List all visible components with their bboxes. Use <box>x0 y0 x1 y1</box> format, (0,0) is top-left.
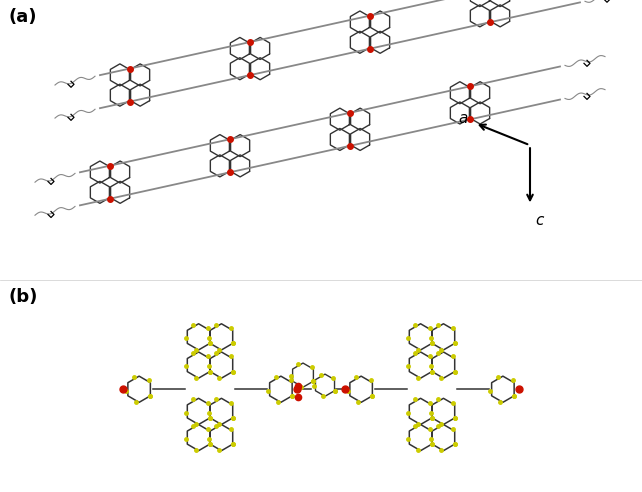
Polygon shape <box>187 352 210 378</box>
Polygon shape <box>492 376 514 402</box>
Polygon shape <box>410 399 432 425</box>
Polygon shape <box>187 399 210 425</box>
Polygon shape <box>128 376 150 402</box>
Polygon shape <box>432 324 455 350</box>
Polygon shape <box>210 399 232 425</box>
Polygon shape <box>432 399 455 425</box>
Text: a: a <box>458 111 468 125</box>
Polygon shape <box>432 352 455 378</box>
Polygon shape <box>410 324 432 350</box>
Text: c: c <box>535 214 543 228</box>
Polygon shape <box>187 425 210 451</box>
Polygon shape <box>350 376 372 402</box>
Text: (a): (a) <box>8 8 37 26</box>
Polygon shape <box>270 376 292 402</box>
Polygon shape <box>210 352 232 378</box>
Polygon shape <box>210 425 232 451</box>
Polygon shape <box>410 352 432 378</box>
Polygon shape <box>187 324 210 350</box>
Polygon shape <box>410 425 432 451</box>
Polygon shape <box>210 324 232 350</box>
Polygon shape <box>315 374 334 396</box>
Polygon shape <box>432 425 455 451</box>
Text: (b): (b) <box>8 288 37 307</box>
Polygon shape <box>293 363 313 387</box>
